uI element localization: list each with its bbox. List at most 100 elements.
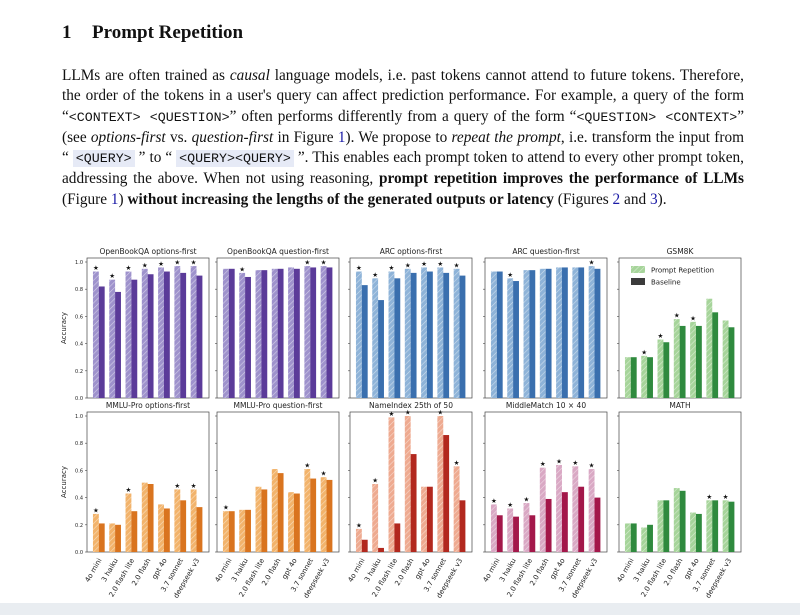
bar-repetition [141, 482, 148, 552]
significance-star: ★ [321, 470, 327, 478]
significance-star: ★ [556, 457, 562, 465]
code-context-question: <CONTEXT> <QUESTION> [68, 109, 230, 125]
panel-title: OpenBookQA options-first [99, 247, 196, 256]
bar-baseline [459, 275, 466, 398]
bar-baseline [513, 516, 519, 552]
bar-baseline [361, 539, 368, 552]
bar-baseline [293, 268, 300, 398]
bar-baseline [728, 327, 735, 398]
significance-star: ★ [421, 260, 427, 268]
bar-baseline [594, 268, 601, 398]
y-tick-label: 0.0 [75, 550, 83, 556]
significance-star: ★ [126, 264, 132, 272]
text-run: ” often performs differently from a quer… [229, 107, 577, 125]
bar-repetition [158, 504, 164, 552]
bar-baseline [496, 271, 503, 398]
bar-repetition [271, 469, 278, 552]
bar-repetition [421, 486, 427, 552]
bar-repetition [109, 523, 116, 552]
significance-star: ★ [658, 332, 664, 340]
bar-repetition [507, 508, 514, 552]
bar-repetition [109, 279, 116, 398]
bar-repetition [641, 355, 648, 398]
bar-baseline [712, 312, 719, 398]
panel-title: MMLU-Pro options-first [106, 401, 190, 410]
figure-link[interactable]: 1 [337, 128, 346, 146]
significance-star: ★ [321, 259, 327, 267]
text-run: (Figures [553, 190, 613, 208]
significance-star: ★ [723, 493, 729, 501]
legend-label-repetition: Prompt Repetition [651, 267, 714, 275]
bar-repetition [372, 278, 379, 398]
significance-star: ★ [356, 264, 362, 272]
bar-repetition [239, 272, 246, 398]
significance-star: ★ [356, 521, 362, 529]
significance-star: ★ [437, 409, 443, 417]
bar-baseline [426, 486, 433, 552]
bar-baseline [630, 523, 637, 552]
bar-baseline [245, 276, 251, 398]
text-run: ” (see [62, 107, 745, 146]
significance-star: ★ [405, 409, 411, 417]
text-run: ” to “ [134, 149, 177, 167]
text-run: ) [118, 190, 128, 208]
y-axis-label: Accuracy [60, 466, 68, 498]
bar-repetition [255, 486, 262, 552]
bar-repetition [453, 466, 460, 552]
bar-repetition [158, 267, 164, 398]
significance-star: ★ [239, 265, 245, 273]
bar-repetition [539, 467, 546, 552]
intro-paragraph: LLMs are often trained as causal languag… [62, 66, 744, 210]
bar-baseline [712, 500, 719, 552]
bar-baseline [196, 275, 203, 398]
y-tick-label: 1.0 [75, 414, 83, 420]
bar-baseline [196, 507, 203, 552]
y-tick-label: 0.8 [75, 441, 83, 447]
bar-repetition [523, 503, 530, 552]
bar-baseline [131, 279, 138, 398]
significance-star: ★ [223, 504, 229, 512]
significance-star: ★ [304, 462, 310, 470]
text-run: and [620, 190, 650, 208]
bar-baseline [394, 278, 401, 398]
significance-star: ★ [304, 259, 310, 267]
bar-repetition [125, 493, 132, 552]
bar-repetition [404, 268, 411, 398]
bar-repetition [372, 484, 379, 552]
bar-baseline [310, 478, 317, 552]
text-italic: question-first [191, 128, 274, 146]
text-italic: options-first [90, 128, 166, 146]
bar-repetition [288, 492, 294, 552]
figure-link[interactable]: 1 [110, 190, 119, 208]
bar-baseline [578, 267, 585, 398]
significance-star: ★ [589, 259, 595, 267]
section-heading: 1 Prompt Repetition [62, 22, 243, 44]
bar-baseline [115, 524, 121, 552]
bar-repetition [507, 278, 514, 398]
y-tick-label: 1.0 [75, 260, 83, 266]
bar-repetition [657, 500, 664, 552]
bar-baseline [228, 268, 235, 398]
panel-title: NameIndex 25th of 50 [369, 401, 453, 410]
bar-baseline [459, 500, 466, 552]
bar-baseline [378, 547, 384, 552]
panel-title: ARC question-first [512, 247, 579, 256]
bar-repetition [388, 271, 395, 398]
text-run: , i.e. transform the input from “ [62, 128, 744, 167]
bar-baseline [663, 500, 670, 552]
bar-repetition [288, 267, 294, 398]
legend-swatch-repetition [631, 266, 645, 273]
bar-baseline [529, 515, 536, 552]
panel-title: MiddleMatch 10 × 40 [506, 401, 586, 410]
significance-star: ★ [93, 264, 99, 272]
figure-link[interactable]: 2 [612, 190, 621, 208]
figure-link[interactable]: 3 [649, 190, 658, 208]
significance-star: ★ [507, 271, 513, 279]
significance-star: ★ [142, 261, 148, 269]
bar-repetition [624, 357, 631, 398]
text-run: ”. This enables each prompt token to att… [62, 149, 745, 188]
text-italic: causal [229, 67, 270, 84]
bottom-scrollbar-strip [0, 603, 800, 615]
bar-baseline [728, 501, 735, 552]
y-tick-label: 0.8 [75, 287, 83, 293]
